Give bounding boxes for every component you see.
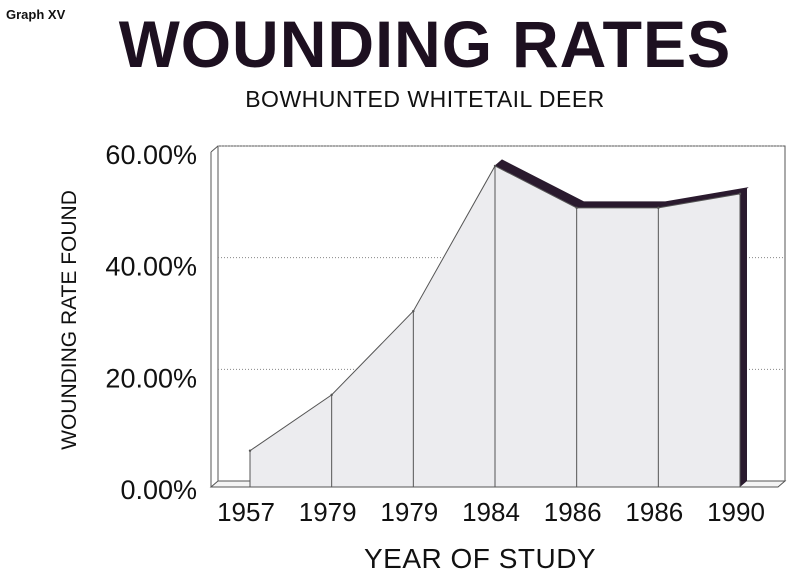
y-tick-label: 60.00%: [105, 140, 197, 170]
y-tick-label: 40.00%: [105, 252, 197, 282]
y-axis-label: WOUNDING RATE FOUND: [58, 190, 81, 450]
data-point: [412, 309, 415, 313]
plot-depth-edge: [210, 145, 219, 153]
x-tick-label: 1990: [707, 497, 765, 527]
x-tick-label: 1986: [544, 497, 602, 527]
graph-id-label: Graph XV: [6, 7, 66, 22]
area-side-shadow: [740, 187, 747, 487]
x-tick-label: 1979: [380, 497, 438, 527]
data-point: [493, 164, 497, 168]
x-tick-label: 1986: [625, 497, 683, 527]
x-tick-label: 1984: [462, 497, 520, 527]
data-point: [657, 206, 660, 210]
chart-title: WOUNDING RATES: [118, 7, 732, 81]
data-point: [248, 449, 252, 452]
x-tick-label: 1979: [299, 497, 357, 527]
data-point: [330, 393, 333, 397]
data-point: [575, 206, 578, 210]
y-tick-label: 0.00%: [120, 475, 197, 505]
x-axis-label: YEAR OF STUDY: [364, 543, 597, 574]
data-point: [738, 192, 742, 196]
chart-subtitle: BOWHUNTED WHITETAIL DEER: [245, 86, 605, 112]
x-tick-label: 1957: [217, 497, 275, 527]
y-tick-label: 20.00%: [105, 363, 197, 393]
